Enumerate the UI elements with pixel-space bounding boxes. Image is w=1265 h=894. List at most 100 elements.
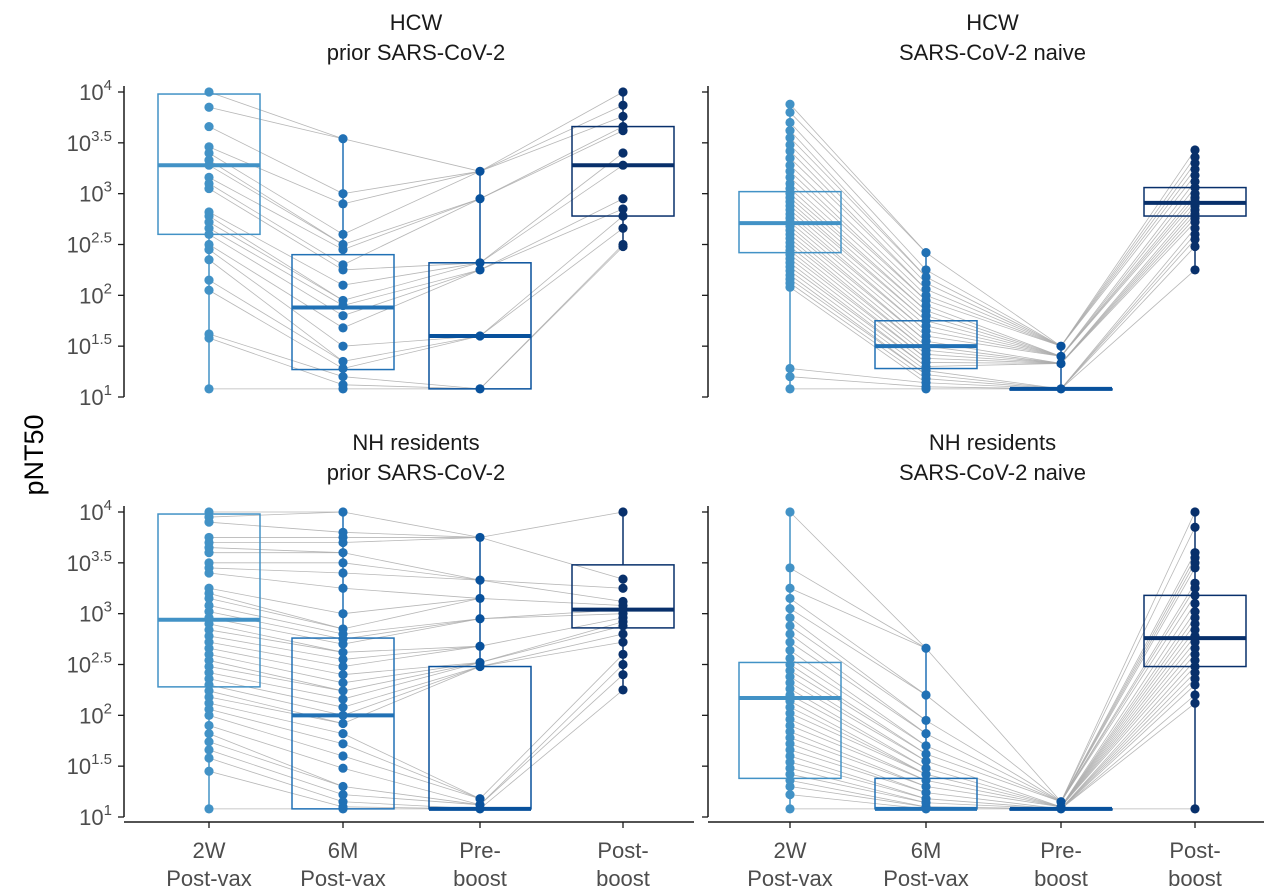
subject-line [789,250,927,359]
subject-line [1060,684,1196,810]
data-point [1190,241,1200,252]
subject-line [208,259,344,362]
data-point [338,372,348,382]
x-tick-label: boost [596,866,650,891]
data-point [475,532,485,543]
data-point [338,781,348,792]
subject-line [925,345,1062,364]
subject-line [208,183,344,266]
subject-line [479,164,624,264]
subject-line [925,773,1062,808]
subject-line [208,126,344,195]
subject-line [342,618,481,640]
subject-line [208,623,344,653]
data-point [618,100,628,110]
subject-line [208,279,344,362]
subject-line [925,305,1062,357]
data-point [921,384,931,394]
y-tick-label: 101.5 [67,751,112,779]
panel-title: SARS-CoV-2 naive [899,460,1086,485]
subject-line [789,209,927,327]
data-point [921,690,931,700]
data-point [785,621,795,631]
subject-line [479,674,624,806]
subject-line [342,552,481,581]
subject-line [208,233,344,317]
x-tick-label: Post- [597,838,648,863]
subject-line [925,310,1062,357]
subject-line [789,743,927,793]
x-tick-label: Post-vax [300,866,386,891]
subject-line [789,238,927,351]
subject-line [1060,169,1196,347]
data-point [338,189,348,199]
subject-line [925,276,1062,347]
subject-line [789,706,927,775]
y-axis-title: pNT50 [19,414,49,495]
subject-line [1060,213,1196,364]
panel-title: HCW [966,10,1019,35]
subject-line [1060,197,1196,357]
subject-line [789,598,927,696]
subject-line [789,274,927,375]
subject-line [1060,611,1196,808]
data-point [204,745,214,755]
subject-line [208,592,344,630]
subject-line [1060,246,1196,390]
data-point [1190,522,1200,532]
data-point [338,323,348,333]
subject-line [925,792,1062,810]
subject-line [789,376,927,388]
data-point [1190,265,1200,275]
subject-line [789,103,927,253]
data-point [1190,598,1200,609]
data-point [921,643,931,653]
data-point [618,507,628,517]
subject-line [789,221,927,337]
subject-line [479,537,624,580]
subject-line [789,282,927,380]
data-point [204,229,214,239]
subject-line [208,678,344,708]
subject-line [208,641,344,667]
subject-line [1060,269,1196,390]
data-point [618,649,628,659]
subject-line [208,547,344,554]
subject-lines [208,91,624,390]
subject-line [1060,201,1196,357]
subject-line [789,608,927,696]
subject-line [342,662,481,700]
data-point [618,685,628,695]
data-point [338,229,348,239]
subject-line [1060,660,1196,810]
subject-line [342,645,481,653]
data-point [338,583,348,593]
subject-line [208,159,344,245]
subject-line [342,618,481,645]
data-point [338,804,348,814]
panel-title: NH residents [352,430,479,455]
subject-line [789,625,927,721]
subject-line [789,242,927,351]
subject-line [1060,239,1196,390]
data-point [475,258,485,268]
subject-line [789,368,927,384]
x-tick-label: Post-vax [166,866,252,891]
data-point [1056,351,1066,361]
subject-line [1060,193,1196,357]
subject-line [208,660,344,692]
subject-line [479,215,624,337]
subject-line [208,617,344,645]
data-point [338,341,348,351]
subject-line [1060,149,1196,347]
subject-line [789,164,927,296]
y-tick-label: 102.5 [67,230,112,258]
data-point [338,790,348,800]
subject-line [479,579,624,602]
subject-line [479,598,624,606]
subject-line [925,325,1062,357]
data-point [338,729,348,739]
subject-line [925,733,1062,803]
subject-line [479,116,624,172]
data-point [785,645,795,655]
